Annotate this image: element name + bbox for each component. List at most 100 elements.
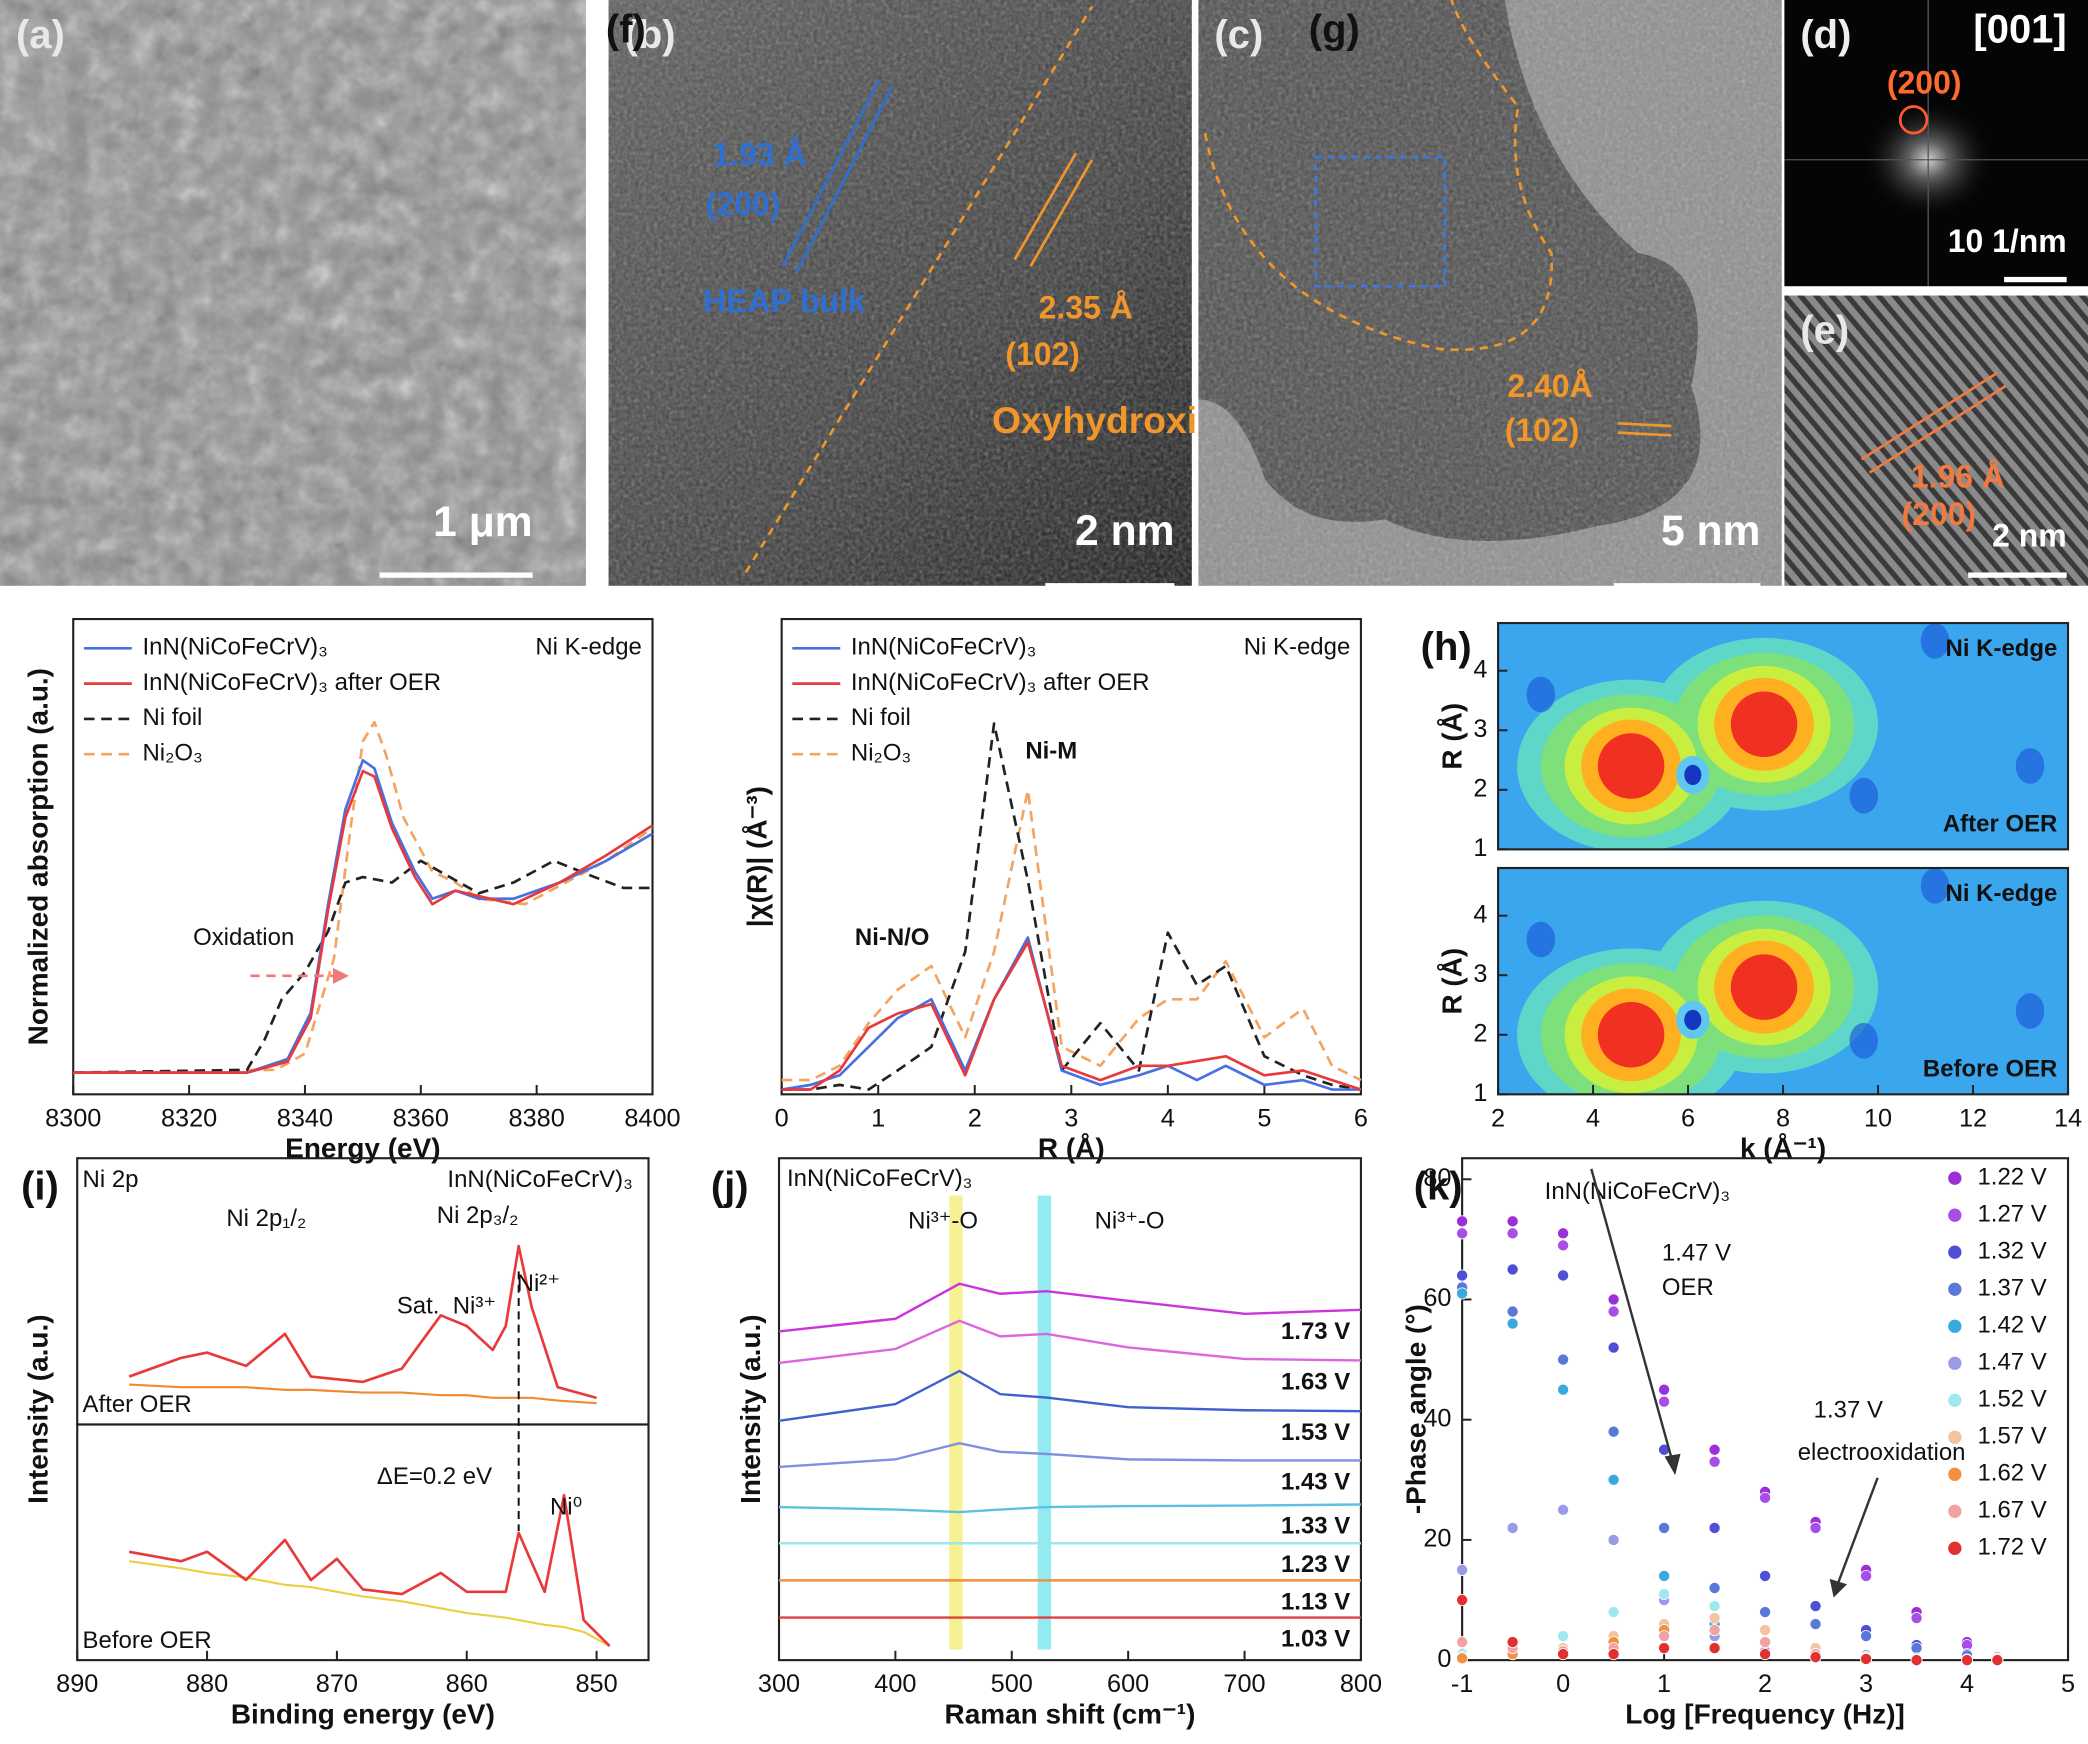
data-line xyxy=(73,859,653,1074)
legend-label: InN(NiCoFeCrV)₃ after OER xyxy=(851,669,1150,696)
contour-map xyxy=(1498,868,2069,1095)
data-point xyxy=(1607,1533,1620,1546)
y-tick-label: 2 xyxy=(1473,774,1487,802)
data-point xyxy=(1557,1648,1570,1661)
fringe xyxy=(1860,371,1999,461)
x-tick-label: 800 xyxy=(1340,1670,1382,1698)
data-point xyxy=(1759,1606,1772,1619)
data-line xyxy=(778,1319,1361,1365)
series-label: 1.43 V xyxy=(1281,1468,1350,1495)
scale-bar-label: 1 μm xyxy=(433,498,532,546)
x-tick-label: 1 xyxy=(871,1104,885,1132)
sem-texture xyxy=(0,0,586,586)
annotation: 1.47 V xyxy=(1662,1239,1731,1266)
data-point xyxy=(1809,1600,1822,1613)
x-tick-label: 8320 xyxy=(161,1104,217,1132)
tem-texture xyxy=(608,0,1192,586)
scale-bar-label: 2 nm xyxy=(1992,517,2067,553)
data-point xyxy=(1991,1654,2004,1667)
data-line xyxy=(73,758,654,1074)
panel-label: (k) xyxy=(1414,1164,1463,1208)
y-tick-label: 20 xyxy=(1423,1525,1451,1553)
map-label: Before OER xyxy=(1923,1056,2057,1083)
data-point xyxy=(1557,1503,1570,1516)
y-tick-label: 4 xyxy=(1473,655,1487,683)
tem-texture xyxy=(1198,0,1782,586)
legend-label: 1.72 V xyxy=(1977,1534,2046,1561)
contour-dip xyxy=(1526,676,1556,713)
x-tick-label: 14 xyxy=(2054,1104,2082,1132)
data-point xyxy=(1708,1642,1721,1655)
x-tick-label: 850 xyxy=(575,1670,617,1698)
data-point xyxy=(1708,1600,1721,1613)
annotation: Ni²⁺ xyxy=(517,1270,560,1297)
legend-swatch xyxy=(1948,1356,1962,1370)
data-line xyxy=(778,1282,1361,1333)
data-point xyxy=(1809,1521,1822,1534)
scale-bar xyxy=(379,572,533,578)
plot-frame xyxy=(76,1423,650,1662)
data-point xyxy=(1607,1293,1620,1306)
y-axis-label: Intensity (a.u.) xyxy=(22,1314,53,1503)
x-tick-label: 8360 xyxy=(393,1104,449,1132)
image-annotation: HEAP bulk xyxy=(703,283,866,319)
data-line xyxy=(781,936,1361,1091)
data-point xyxy=(1607,1473,1620,1486)
x-tick-label: 5 xyxy=(2061,1670,2075,1698)
y-tick-label: 80 xyxy=(1423,1164,1451,1192)
band xyxy=(1037,1195,1052,1650)
data-point xyxy=(1759,1624,1772,1637)
fringe xyxy=(1868,384,2007,474)
map-title: Ni K-edge xyxy=(1946,880,2058,907)
x-tick-label: 500 xyxy=(991,1670,1033,1698)
contour-dip xyxy=(2015,993,2045,1029)
y-tick-label: 40 xyxy=(1423,1404,1451,1432)
annotation: Ni⁰ xyxy=(550,1494,582,1521)
legend-swatch xyxy=(1948,1171,1962,1185)
arrow-head xyxy=(1829,1578,1847,1598)
scale-bar-label: 2 nm xyxy=(1075,507,1174,555)
data-point xyxy=(1860,1652,1873,1665)
data-point xyxy=(1557,1239,1570,1252)
image-panel: (e) 1.96 Å(200) 2 nm xyxy=(1784,295,2088,586)
fft-mark xyxy=(1898,105,1929,135)
data-point xyxy=(1506,1305,1519,1318)
fringe xyxy=(1029,159,1094,267)
x-tick-label: 2 xyxy=(1491,1104,1505,1132)
x-tick-label: 300 xyxy=(758,1670,800,1698)
map-label: After OER xyxy=(1943,811,2057,838)
x-tick-label: 10 xyxy=(1864,1104,1892,1132)
y-tick-label: 1 xyxy=(1473,1079,1487,1107)
series-label: 1.13 V xyxy=(1281,1588,1350,1615)
x-tick-label: 890 xyxy=(56,1670,98,1698)
x-tick-label: 0 xyxy=(775,1104,789,1132)
arrow-head xyxy=(332,967,349,984)
data-point xyxy=(1557,1227,1570,1240)
image-panel: (c) 2.40Å (102) 5 nm xyxy=(1198,0,1782,589)
data-point xyxy=(1506,1636,1519,1649)
data-point xyxy=(1607,1305,1620,1318)
legend-swatch xyxy=(1948,1467,1962,1481)
legend-label: Ni₂O₃ xyxy=(142,740,202,767)
series-label: 1.63 V xyxy=(1281,1368,1350,1395)
plot-frame xyxy=(777,1157,1362,1662)
panel-label: (h) xyxy=(1421,625,1472,669)
series-label: 1.33 V xyxy=(1281,1513,1350,1540)
legend-label: 1.67 V xyxy=(1977,1497,2046,1524)
image-annotation: 1.93 Å xyxy=(712,137,806,173)
x-tick-label: -1 xyxy=(1451,1670,1473,1698)
x-tick-label: 8400 xyxy=(624,1104,680,1132)
series-label: 1.23 V xyxy=(1281,1551,1350,1578)
data-point xyxy=(1658,1588,1671,1601)
subplot-label: Before OER xyxy=(83,1627,212,1654)
data-point xyxy=(1557,1630,1570,1643)
data-point xyxy=(1658,1642,1671,1655)
contour-min xyxy=(1684,1009,1702,1031)
scale-bar xyxy=(1045,583,1175,589)
data-point xyxy=(1708,1582,1721,1594)
data-point xyxy=(1506,1227,1519,1240)
data-point xyxy=(1506,1317,1519,1330)
legend-label: Ni foil xyxy=(142,704,202,731)
chart-title: InN(NiCoFeCrV)₃ xyxy=(1545,1178,1730,1205)
x-tick-label: 1 xyxy=(1657,1670,1671,1698)
